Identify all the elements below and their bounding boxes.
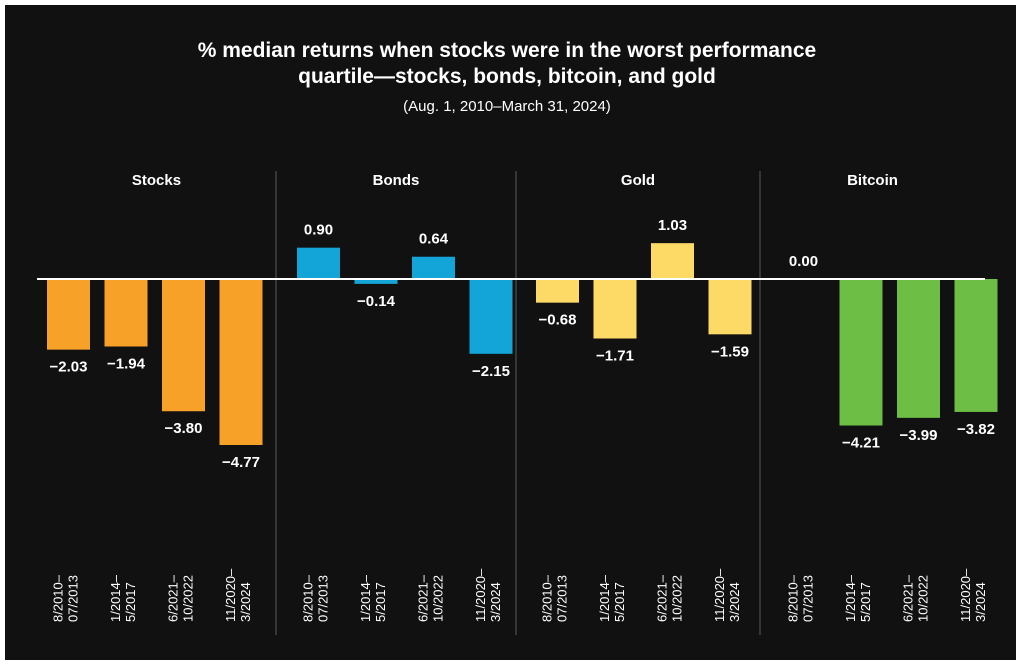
- tick-label-stocks-2-line-2: 5/2017: [123, 582, 138, 622]
- tick-label-gold-3-line-1: 6/2021–: [655, 574, 670, 622]
- tick-label-stocks-4-line-2: 3/2024: [238, 582, 253, 622]
- bar-stocks-4: [219, 279, 263, 445]
- tick-label-bitcoin-3-line-2: 10/2022: [916, 575, 931, 622]
- bar-bonds-2: [354, 279, 398, 284]
- tick-label-gold-4-line-2: 3/2024: [727, 582, 742, 622]
- tick-label-stocks-1-line-1: 8/2010–: [51, 574, 66, 622]
- bar-bonds-4: [469, 279, 513, 354]
- tick-label-gold-3-line-2: 10/2022: [670, 575, 685, 622]
- bar-gold-3: [651, 243, 694, 279]
- value-label-stocks-4: −4.77: [222, 454, 260, 471]
- tick-label-stocks-3-line-1: 6/2021–: [166, 574, 181, 622]
- tick-label-bonds-4-line-1: 11/2020–: [473, 568, 488, 622]
- tick-label-gold-1-line-1: 8/2010–: [540, 574, 555, 622]
- tick-label-bitcoin-2-line-2: 5/2017: [858, 582, 873, 622]
- bar-bitcoin-4: [954, 279, 998, 412]
- tick-label-bonds-3-line-1: 6/2021–: [416, 574, 431, 622]
- tick-label-stocks-4-line-1: 11/2020–: [223, 568, 238, 622]
- tick-label-bonds-2-line-2: 5/2017: [373, 582, 388, 622]
- bar-gold-4: [708, 279, 752, 335]
- bar-stocks-3: [162, 279, 205, 412]
- panel-title-bonds: Bonds: [373, 172, 420, 189]
- tick-label-stocks-2-line-1: 1/2014–: [108, 574, 123, 622]
- tick-label-bitcoin-1-line-1: 8/2010–: [786, 574, 801, 622]
- plot-area: Stocks−2.038/2010– 07/2013−1.941/2014– 5/2…: [37, 171, 998, 635]
- bar-bitcoin-2: [839, 279, 883, 426]
- chart-subtitle: (Aug. 1, 2010–March 31, 2024): [403, 98, 611, 115]
- bar-bitcoin-3: [897, 279, 940, 418]
- value-label-gold-4: −1.59: [711, 343, 749, 360]
- value-label-bonds-1: 0.90: [304, 222, 333, 239]
- chart-title-line-1: % median returns when stocks were in the…: [198, 39, 817, 62]
- bar-gold-2: [593, 279, 637, 339]
- value-label-bitcoin-3: −3.99: [900, 427, 938, 444]
- value-label-gold-2: −1.71: [596, 348, 634, 365]
- value-label-bonds-4: −2.15: [472, 363, 510, 380]
- value-label-bitcoin-1: 0.00: [789, 253, 818, 270]
- value-label-stocks-1: −2.03: [50, 359, 88, 376]
- value-label-bitcoin-2: −4.21: [842, 435, 880, 452]
- panel-title-bitcoin: Bitcoin: [847, 172, 898, 189]
- tick-label-stocks-3-line-2: 10/2022: [181, 575, 196, 622]
- panel-title-gold: Gold: [621, 172, 655, 189]
- tick-label-gold-2-line-1: 1/2014–: [597, 574, 612, 622]
- tick-label-bonds-2-line-1: 1/2014–: [358, 574, 373, 622]
- tick-label-gold-4-line-1: 11/2020–: [712, 568, 727, 622]
- bar-gold-1: [536, 279, 579, 303]
- bar-bonds-1: [297, 247, 340, 279]
- tick-label-gold-1-line-2: 07/2013: [555, 575, 570, 622]
- bar-chart: % median returns when stocks were in the…: [37, 39, 998, 635]
- tick-label-bonds-1-line-1: 8/2010–: [301, 574, 316, 622]
- tick-label-bonds-1-line-2: 07/2013: [316, 575, 331, 622]
- chart-title-line-2: quartile—stocks, bonds, bitcoin, and gol…: [298, 65, 716, 88]
- tick-label-bitcoin-4-line-1: 11/2020–: [958, 568, 973, 622]
- value-label-stocks-2: −1.94: [107, 356, 146, 373]
- chart-frame: % median returns when stocks were in the…: [5, 5, 1016, 660]
- tick-label-bonds-3-line-2: 10/2022: [431, 575, 446, 622]
- panel-title-stocks: Stocks: [132, 172, 181, 189]
- bar-stocks-2: [104, 279, 148, 347]
- bar-bonds-3: [412, 256, 455, 279]
- value-label-stocks-3: −3.80: [165, 420, 203, 437]
- tick-label-gold-2-line-2: 5/2017: [612, 582, 627, 622]
- tick-label-stocks-1-line-2: 07/2013: [66, 575, 81, 622]
- value-label-bonds-3: 0.64: [419, 231, 449, 248]
- value-label-gold-3: 1.03: [658, 217, 687, 234]
- tick-label-bitcoin-3-line-1: 6/2021–: [901, 574, 916, 622]
- value-label-bonds-2: −0.14: [357, 293, 396, 310]
- tick-label-bonds-4-line-2: 3/2024: [488, 582, 503, 622]
- tick-label-bitcoin-4-line-2: 3/2024: [973, 582, 988, 622]
- tick-label-bitcoin-1-line-2: 07/2013: [801, 575, 816, 622]
- value-label-gold-1: −0.68: [539, 312, 577, 329]
- bar-stocks-1: [47, 279, 90, 350]
- value-label-bitcoin-4: −3.82: [957, 421, 995, 438]
- tick-label-bitcoin-2-line-1: 1/2014–: [843, 574, 858, 622]
